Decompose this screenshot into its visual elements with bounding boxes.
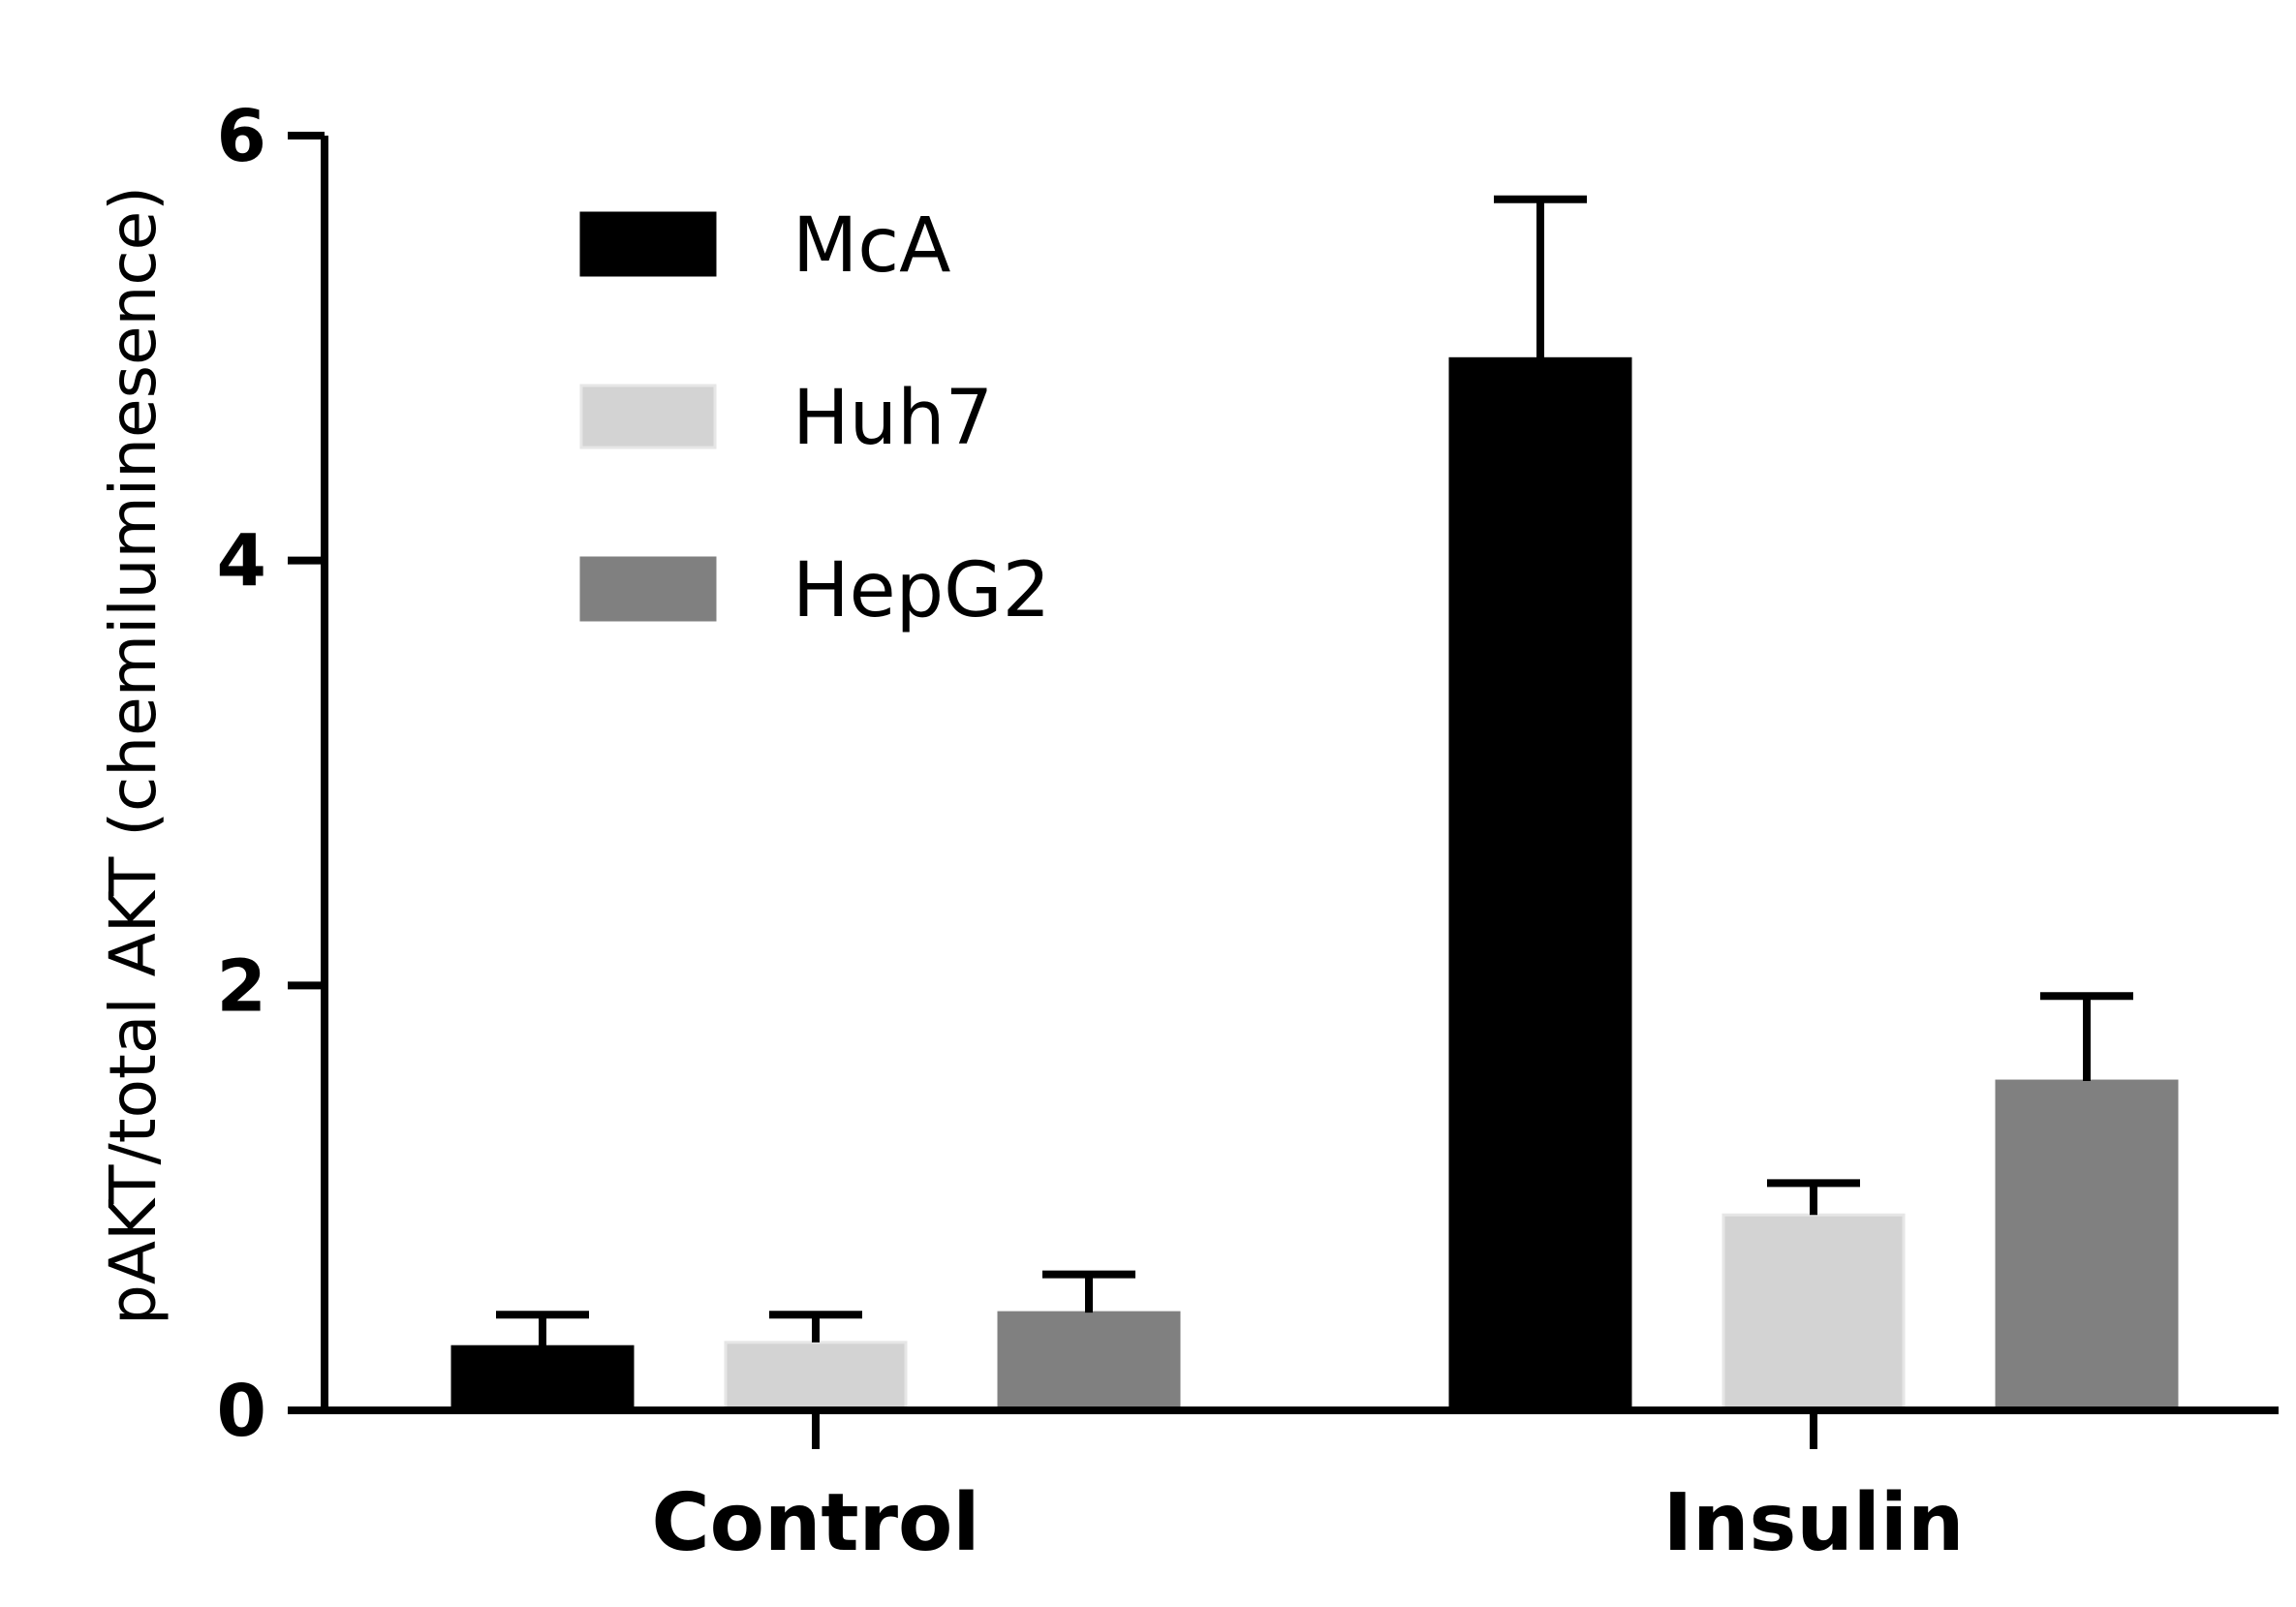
y-tick-label-2: 2 bbox=[217, 944, 267, 1028]
y-tick-label-6: 6 bbox=[217, 95, 267, 178]
error-bars-group bbox=[496, 195, 2133, 1347]
legend: McA Huh7 HepG2 bbox=[579, 202, 1050, 634]
x-ticks: Control Insulin bbox=[652, 1410, 1965, 1569]
y-axis-label: pAKT/total AKT (chemiluminesence) bbox=[96, 186, 171, 1325]
y-tick-label-0: 0 bbox=[217, 1370, 267, 1453]
x-tick-label-insulin: Insulin bbox=[1663, 1477, 1965, 1569]
bar-huh7-control bbox=[724, 1341, 908, 1412]
legend-label-hepg2: HepG2 bbox=[792, 547, 1050, 634]
bar-huh7-insulin bbox=[1722, 1213, 1906, 1412]
legend-swatch-huh7 bbox=[579, 384, 717, 449]
bar-hepg2-control bbox=[997, 1311, 1181, 1412]
x-tick-label-control: Control bbox=[652, 1477, 980, 1569]
legend-label-huh7: Huh7 bbox=[792, 375, 993, 462]
bar-mca-control bbox=[450, 1344, 635, 1412]
bar-mca-insulin bbox=[1448, 356, 1632, 1412]
legend-label-mca: McA bbox=[792, 202, 951, 290]
y-tick-label-4: 4 bbox=[217, 520, 267, 603]
legend-swatch-mca bbox=[579, 211, 717, 277]
y-ticks: 0 2 4 6 bbox=[217, 95, 325, 1453]
bars-group bbox=[450, 356, 2179, 1412]
bar-hepg2-insulin bbox=[1995, 1079, 2179, 1412]
legend-swatch-hepg2 bbox=[579, 556, 717, 622]
